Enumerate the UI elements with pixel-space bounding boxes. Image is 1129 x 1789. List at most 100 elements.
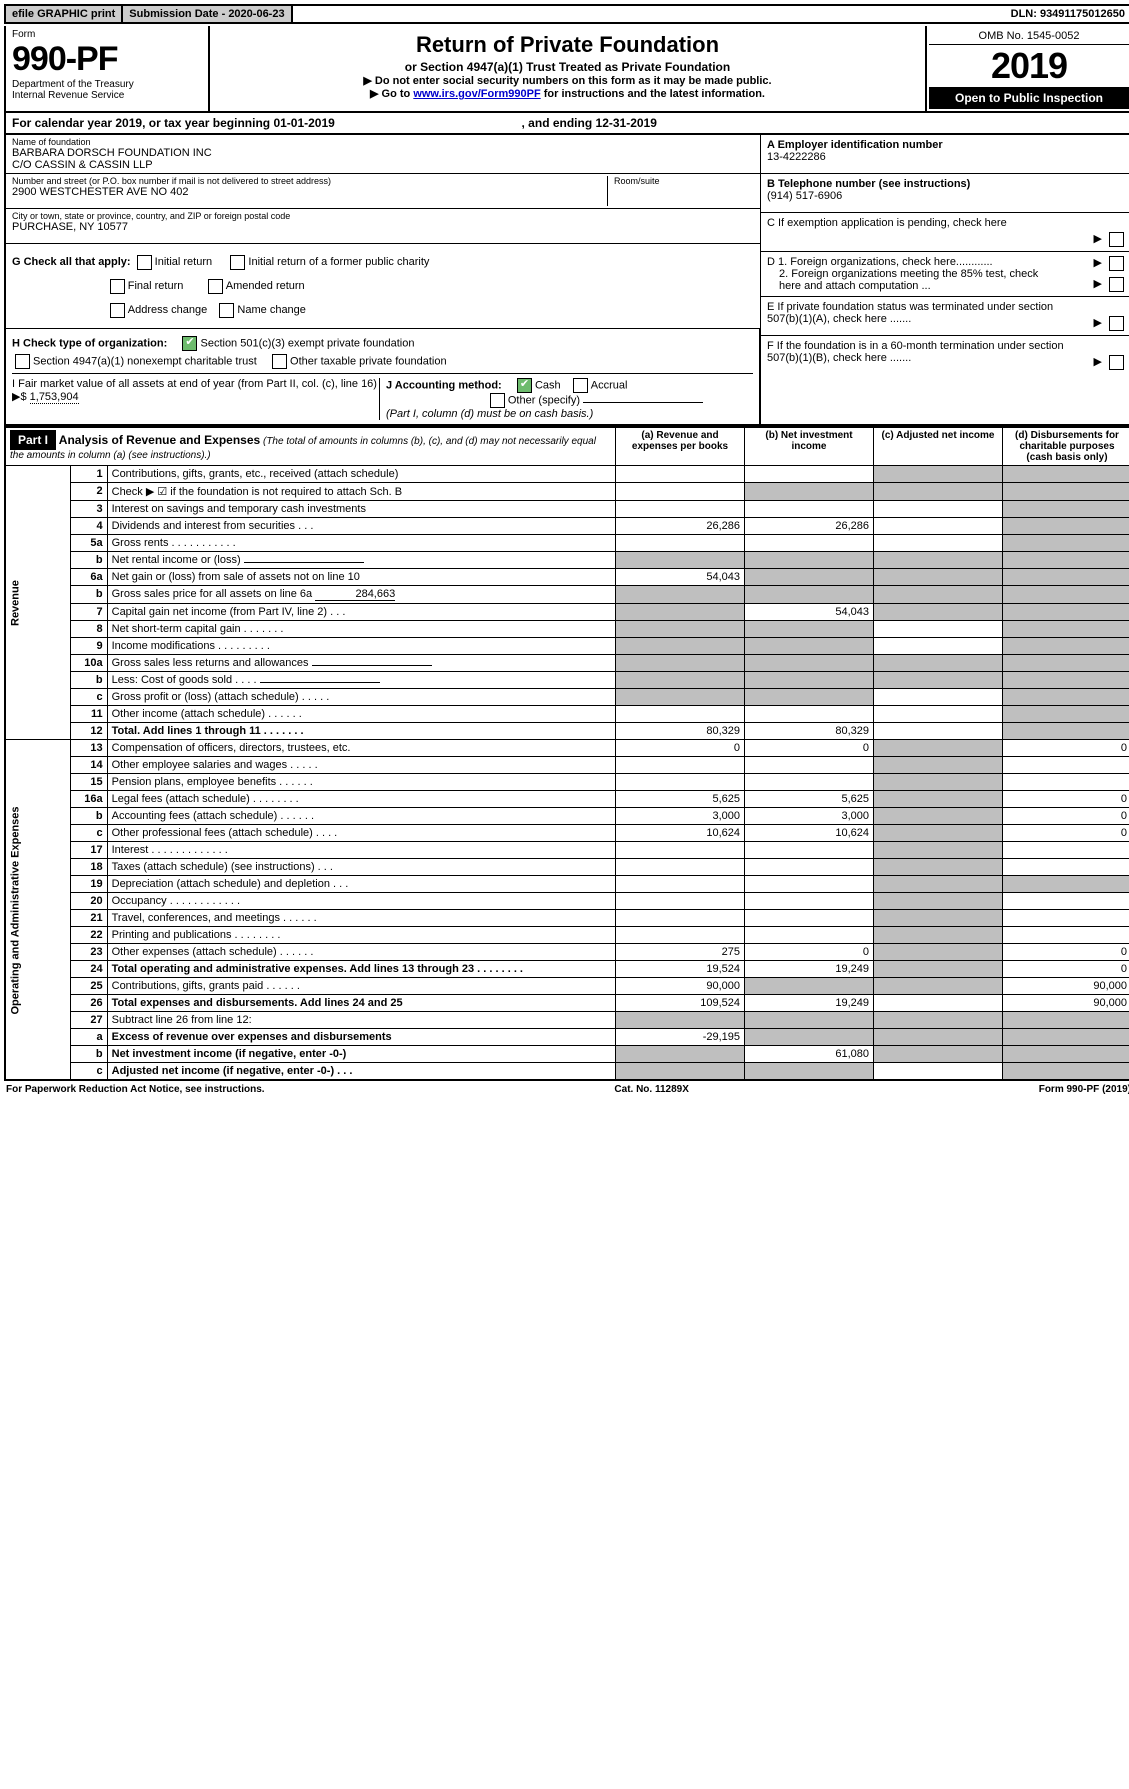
line-desc: Pension plans, employee benefits . . . .… xyxy=(107,774,615,791)
cell-b xyxy=(745,655,874,672)
e-text: E If private foundation status was termi… xyxy=(767,301,1067,325)
footer-mid: Cat. No. 11289X xyxy=(614,1084,688,1095)
cell-d: 90,000 xyxy=(1003,995,1129,1012)
cell-b xyxy=(745,978,874,995)
cell-d xyxy=(1003,501,1129,518)
g-o4: Initial return of a former public charit… xyxy=(248,256,429,268)
j-block: J Accounting method: Cash Accrual Other … xyxy=(379,378,753,420)
cell-c xyxy=(874,842,1003,859)
omb: OMB No. 1545-0052 xyxy=(929,28,1129,45)
line-num: 10a xyxy=(70,655,107,672)
cell-d xyxy=(1003,621,1129,638)
g-former-chk[interactable] xyxy=(230,255,245,270)
j-accrual-chk[interactable] xyxy=(573,378,588,393)
cell-b: 19,249 xyxy=(745,995,874,1012)
line-num: c xyxy=(70,825,107,842)
cell-a xyxy=(616,621,745,638)
h-4947-chk[interactable] xyxy=(15,354,30,369)
cell-a xyxy=(616,927,745,944)
title: Return of Private Foundation xyxy=(218,32,917,58)
line-num: 5a xyxy=(70,535,107,552)
tax-year: 2019 xyxy=(929,45,1129,87)
line-desc: Net short-term capital gain . . . . . . … xyxy=(107,621,615,638)
h-501c3-chk[interactable] xyxy=(182,336,197,351)
cell-d: 0 xyxy=(1003,740,1129,757)
g-amended-chk[interactable] xyxy=(208,279,223,294)
irs: Internal Revenue Service xyxy=(12,90,202,101)
line-num: a xyxy=(70,1029,107,1046)
j-other-chk[interactable] xyxy=(490,393,505,408)
ein-box: A Employer identification number 13-4222… xyxy=(761,135,1129,174)
cell-b: 10,624 xyxy=(745,825,874,842)
d1-chk[interactable] xyxy=(1109,256,1124,271)
d1-text: D 1. Foreign organizations, check here..… xyxy=(767,256,993,268)
g-final-chk[interactable] xyxy=(110,279,125,294)
e-chk[interactable] xyxy=(1109,316,1124,331)
g-o1: Initial return xyxy=(155,256,212,268)
cell-d: 0 xyxy=(1003,808,1129,825)
irs-link[interactable]: www.irs.gov/Form990PF xyxy=(413,88,540,100)
cal-pre: For calendar year 2019, or tax year begi… xyxy=(12,116,335,130)
line-desc: Net investment income (if negative, ente… xyxy=(107,1046,615,1063)
g-addr-chk[interactable] xyxy=(110,303,125,318)
line-desc: Capital gain net income (from Part IV, l… xyxy=(107,604,615,621)
table-row: bGross sales price for all assets on lin… xyxy=(5,586,1129,604)
cell-c xyxy=(874,825,1003,842)
line-num: 26 xyxy=(70,995,107,1012)
line-desc: Less: Cost of goods sold . . . . xyxy=(107,672,615,689)
line-num: 20 xyxy=(70,893,107,910)
cell-d xyxy=(1003,859,1129,876)
cell-c xyxy=(874,791,1003,808)
c-chk[interactable] xyxy=(1109,232,1124,247)
cell-b: 61,080 xyxy=(745,1046,874,1063)
cell-c xyxy=(874,859,1003,876)
cell-d xyxy=(1003,483,1129,501)
cell-b: 54,043 xyxy=(745,604,874,621)
d2-chk[interactable] xyxy=(1109,277,1124,292)
j-cash-chk[interactable] xyxy=(517,378,532,393)
efile-button[interactable]: efile GRAPHIC print xyxy=(6,6,123,22)
info-block: Name of foundation BARBARA DORSCH FOUNDA… xyxy=(4,135,1129,426)
line-desc: Other professional fees (attach schedule… xyxy=(107,825,615,842)
f-chk[interactable] xyxy=(1109,355,1124,370)
cell-b xyxy=(745,466,874,483)
cell-b: 26,286 xyxy=(745,518,874,535)
line-num: 11 xyxy=(70,706,107,723)
line-desc: Gross profit or (loss) (attach schedule)… xyxy=(107,689,615,706)
phone-val: (914) 517-6906 xyxy=(767,190,842,202)
line-desc: Interest on savings and temporary cash i… xyxy=(107,501,615,518)
line-num: b xyxy=(70,552,107,569)
form-word: Form xyxy=(12,29,202,40)
top-bar: efile GRAPHIC print Submission Date - 20… xyxy=(4,4,1129,24)
cell-b xyxy=(745,774,874,791)
cell-d: 90,000 xyxy=(1003,978,1129,995)
table-row: 10aGross sales less returns and allowanc… xyxy=(5,655,1129,672)
cell-a xyxy=(616,774,745,791)
cell-a xyxy=(616,1012,745,1029)
j-note: (Part I, column (d) must be on cash basi… xyxy=(386,408,593,420)
g-o3: Address change xyxy=(128,304,208,316)
line-num: c xyxy=(70,1063,107,1081)
cell-a: 26,286 xyxy=(616,518,745,535)
line-num: c xyxy=(70,689,107,706)
g-initial-chk[interactable] xyxy=(137,255,152,270)
ein-val: 13-4222286 xyxy=(767,151,826,163)
line-num: 24 xyxy=(70,961,107,978)
cell-d xyxy=(1003,706,1129,723)
line-desc: Check ▶ ☑ if the foundation is not requi… xyxy=(107,483,615,501)
g-namechg-chk[interactable] xyxy=(219,303,234,318)
cell-b xyxy=(745,689,874,706)
cell-a: 5,625 xyxy=(616,791,745,808)
cell-c xyxy=(874,518,1003,535)
cell-c xyxy=(874,535,1003,552)
h-other-chk[interactable] xyxy=(272,354,287,369)
line-desc: Legal fees (attach schedule) . . . . . .… xyxy=(107,791,615,808)
cell-c xyxy=(874,655,1003,672)
table-row: cGross profit or (loss) (attach schedule… xyxy=(5,689,1129,706)
line-num: 12 xyxy=(70,723,107,740)
h-o2: Section 4947(a)(1) nonexempt charitable … xyxy=(33,355,257,367)
cell-a: 90,000 xyxy=(616,978,745,995)
cell-c xyxy=(874,483,1003,501)
table-row: 21Travel, conferences, and meetings . . … xyxy=(5,910,1129,927)
table-row: bNet rental income or (loss) xyxy=(5,552,1129,569)
